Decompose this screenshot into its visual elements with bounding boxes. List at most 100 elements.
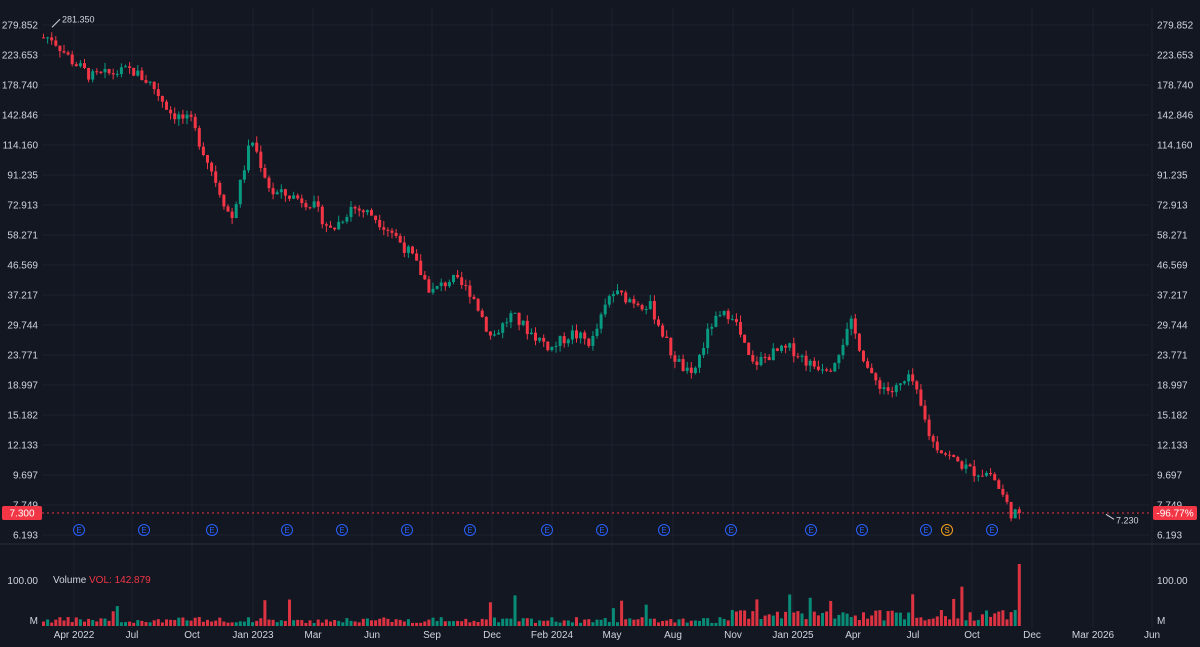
volume-bar: [907, 612, 911, 626]
candle-body: [66, 52, 70, 55]
candle-body: [730, 319, 734, 321]
volume-bar: [443, 621, 447, 626]
volume-bar: [681, 618, 685, 626]
low-marker-line: [1105, 513, 1115, 520]
volume-bar: [886, 611, 890, 626]
candle-body: [124, 66, 127, 68]
candle-body: [316, 201, 320, 207]
volume-bar: [636, 619, 640, 626]
candle-body: [821, 369, 824, 371]
volume-tick-left: 100.00: [7, 576, 38, 587]
volume-bar: [546, 620, 550, 626]
volume-bar: [755, 599, 759, 626]
volume-bar: [706, 618, 710, 626]
candle-body: [648, 301, 652, 310]
earnings-event-marker: [464, 524, 476, 536]
candle-body: [50, 37, 54, 41]
event-marker-label: E: [284, 526, 289, 535]
candle-body: [497, 332, 501, 335]
volume-value-label: VOL: 142.879: [89, 575, 151, 586]
volume-bar: [554, 621, 558, 626]
volume-bar: [95, 621, 99, 626]
volume-bar: [115, 606, 119, 626]
volume-bar: [394, 619, 398, 626]
volume-bar: [423, 621, 427, 626]
candle-body: [911, 374, 915, 382]
volume-bar: [476, 621, 480, 626]
volume-bar: [324, 619, 328, 626]
volume-bar: [911, 594, 915, 626]
volume-bar: [242, 621, 246, 626]
volume-bar: [669, 619, 673, 626]
candle-body: [160, 96, 164, 102]
candle-body: [734, 319, 738, 323]
volume-bar: [775, 611, 779, 626]
volume-bar: [579, 622, 583, 626]
time-tick: Apr: [845, 630, 861, 641]
candle-body: [435, 285, 439, 289]
volume-bar: [665, 620, 669, 626]
volume-bar: [759, 619, 763, 626]
event-marker-label: E: [599, 526, 604, 535]
volume-bar: [251, 622, 255, 626]
volume-bar: [956, 618, 960, 626]
volume-bar: [91, 620, 95, 626]
candle-body: [505, 322, 509, 324]
candle-body: [402, 242, 406, 253]
candle-body: [452, 274, 455, 283]
candle-body: [201, 146, 205, 156]
time-tick: Jun: [364, 630, 380, 641]
candle-body: [423, 275, 427, 280]
change-tag: [1153, 505, 1197, 520]
volume-bar: [320, 622, 324, 626]
candle-body: [271, 188, 275, 195]
candle-body: [693, 367, 697, 374]
candle-body: [464, 285, 468, 287]
candle-body: [927, 419, 931, 437]
candle-body: [989, 472, 993, 475]
candle-body: [513, 312, 517, 314]
volume-bars: [42, 564, 1021, 626]
candle-body: [677, 359, 681, 362]
candle-body: [636, 303, 640, 306]
candle-body: [976, 475, 980, 477]
candle-body: [611, 294, 615, 297]
candle-body: [628, 299, 632, 303]
candle-body: [890, 390, 894, 393]
volume-bar: [800, 613, 804, 626]
candle-body: [197, 128, 201, 147]
candle-body: [148, 81, 152, 83]
time-tick: Aug: [664, 630, 682, 641]
candle-body: [1017, 509, 1021, 513]
price-candles: [42, 32, 1021, 522]
volume-bar: [714, 622, 718, 626]
volume-bar: [1017, 564, 1021, 626]
candle-body: [165, 101, 168, 110]
candle-body: [214, 171, 218, 183]
candle-body: [234, 204, 238, 219]
volume-bar: [903, 619, 906, 626]
candle-body: [95, 71, 99, 73]
candle-body: [706, 328, 710, 348]
candle-body: [607, 296, 611, 305]
volume-bar: [730, 610, 734, 626]
candle-body: [218, 182, 222, 195]
candle-body: [775, 348, 779, 351]
time-tick: Oct: [964, 630, 980, 641]
volume-bar: [435, 621, 439, 626]
volume-bar: [743, 610, 747, 626]
candle-body: [751, 355, 755, 362]
volume-bar: [829, 600, 833, 626]
candle-body: [382, 227, 386, 230]
volume-bar: [308, 620, 312, 626]
price-tick-left: 15.182: [7, 411, 38, 422]
volume-bar: [226, 622, 230, 626]
candle-body: [698, 354, 701, 368]
volume-bar: [566, 620, 570, 626]
candle-body: [804, 355, 808, 366]
volume-bar: [230, 622, 234, 626]
time-tick: Jul: [907, 630, 920, 641]
volume-bar: [238, 621, 242, 626]
volume-bar: [837, 614, 841, 626]
